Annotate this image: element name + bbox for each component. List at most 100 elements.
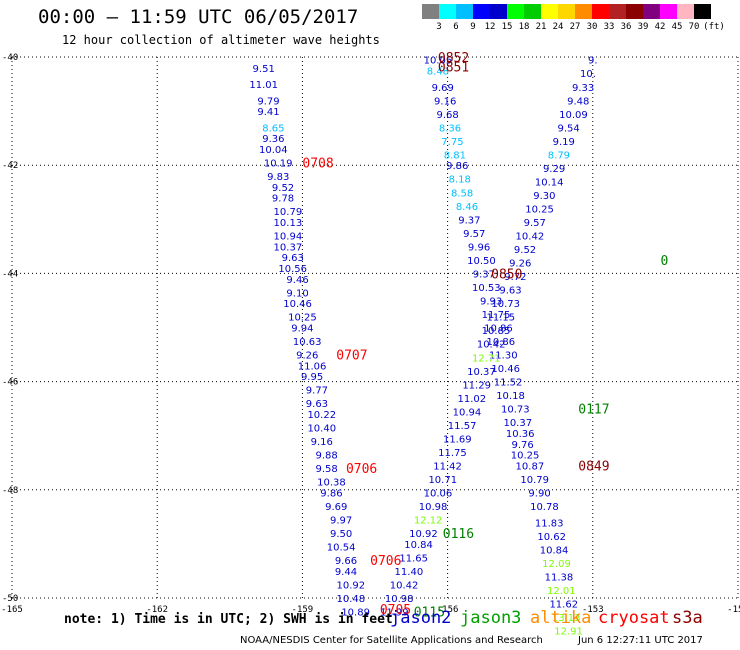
data-point-cryosat: 9.63 xyxy=(282,253,304,264)
data-point-cryosat: 11.06 xyxy=(298,361,327,372)
data-point-jason3-ascending: 12.12 xyxy=(414,516,443,527)
data-point-cryosat: 9.36 xyxy=(262,134,284,145)
data-point-cryosat: 10.92 xyxy=(336,580,365,591)
legend-label: 12 xyxy=(484,22,496,32)
x-tick-label: -153 xyxy=(582,605,604,615)
data-point-jason3-ascending: 10.42 xyxy=(477,340,506,351)
data-point-jason3-ascending: 9.30 xyxy=(533,191,555,202)
legend-swatch xyxy=(456,4,473,19)
legend-label: 42 xyxy=(654,22,666,32)
generated-timestamp: Jun 6 12:27:11 UTC 2017 xyxy=(578,635,703,646)
time-label: 0117 xyxy=(578,403,609,418)
data-point-s3a-descending: 13.13 xyxy=(552,613,581,624)
data-point-cryosat: 9.66 xyxy=(335,556,357,567)
time-label: 0705 xyxy=(380,603,411,618)
data-point-cryosat: 9.46 xyxy=(286,275,308,286)
data-point-jason3-ascending: 10.14 xyxy=(535,177,564,188)
legend-swatch xyxy=(626,4,643,19)
time-label: 0706 xyxy=(346,462,377,477)
data-point-jason3-ascending: 10.42 xyxy=(390,580,419,591)
legend-label: 9 xyxy=(470,22,476,32)
footer-note: note: 1) Time is in UTC; 2) SWH is in fe… xyxy=(64,612,393,627)
y-tick-label: -42 xyxy=(2,161,18,171)
legend-label: 45 xyxy=(671,22,683,32)
y-tick-label: -48 xyxy=(2,486,18,496)
legend-label: 30 xyxy=(586,22,598,32)
data-point-s3a-descending: 10.05 xyxy=(424,56,453,67)
data-point-jason3-ascending: 9.54 xyxy=(557,123,579,134)
legend-swatch xyxy=(490,4,507,19)
data-point-s3a-descending: 11.52 xyxy=(494,378,523,389)
data-point-s3a-descending: 10.18 xyxy=(496,391,525,402)
data-point-cryosat: 9.83 xyxy=(267,172,289,183)
sat-jason3: jason3 xyxy=(460,608,522,628)
data-point-jason3-ascending: 10.37 xyxy=(467,367,496,378)
data-point-cryosat: 10.48 xyxy=(336,594,365,605)
x-tick-label: -159 xyxy=(292,605,314,615)
legend-label: 15 xyxy=(501,22,513,32)
data-point-jason3-ascending: 9.57 xyxy=(524,218,546,229)
credit-text: NOAA/NESDIS Center for Satellite Applica… xyxy=(240,635,543,646)
data-point-cryosat: 10.13 xyxy=(274,218,303,229)
legend-label: 21 xyxy=(535,22,547,32)
data-point-s3a-descending: 9.57 xyxy=(463,229,485,240)
data-point-s3a-descending: 9.86 xyxy=(446,161,468,172)
data-point-jason3-ascending: 10.71 xyxy=(428,475,457,486)
data-point-s3a-descending: 7.75 xyxy=(441,137,463,148)
legend-swatch xyxy=(473,4,490,19)
data-point-s3a-descending: 9.90 xyxy=(528,489,550,500)
data-point-s3a-descending: 11.75 xyxy=(482,310,511,321)
data-point-jason3-ascending: 10.25 xyxy=(525,204,554,215)
data-point-s3a-descending: 10.37 xyxy=(503,418,532,429)
data-point-jason3-ascending: 9. xyxy=(588,56,598,67)
data-point-cryosat: 11.01 xyxy=(249,80,278,91)
data-point-jason3-ascending: 9.29 xyxy=(543,164,565,175)
data-point-jason3-ascending: 9.19 xyxy=(553,137,575,148)
data-point-cryosat: 10.79 xyxy=(274,207,303,218)
data-point-jason3-ascending: 11.99 xyxy=(380,608,409,619)
data-point-cryosat: 10.19 xyxy=(264,158,293,169)
data-point-jason3-ascending: 8.79 xyxy=(548,150,570,161)
data-point-cryosat: 9.69 xyxy=(325,502,347,513)
legend-swatch xyxy=(524,4,541,19)
data-point-cryosat: 9.41 xyxy=(257,107,279,118)
data-point-cryosat: 10.37 xyxy=(274,242,303,253)
data-point-jason3-ascending: 10.92 xyxy=(409,529,438,540)
data-point-s3a-descending: 8.81 xyxy=(444,150,466,161)
data-point-cryosat: 9.58 xyxy=(315,464,337,475)
time-label: 0706 xyxy=(370,554,401,569)
data-point-jason3-ascending: 11.15 xyxy=(487,313,516,324)
data-point-s3a-descending: 10.86 xyxy=(484,324,513,335)
data-point-s3a-descending: 9.93 xyxy=(480,296,502,307)
time-label: 0850 xyxy=(491,267,522,282)
legend-label: 3 xyxy=(436,22,442,32)
data-point-jason3-ascending: 11.65 xyxy=(399,553,428,564)
sat-cryosat: cryosat xyxy=(598,608,670,628)
x-tick-label: -150 xyxy=(727,605,740,615)
legend-swatch xyxy=(609,4,626,19)
data-point-s3a-descending: 12.09 xyxy=(542,559,571,570)
legend-label: 6 xyxy=(453,22,459,32)
data-point-s3a-descending: 8.18 xyxy=(449,175,471,186)
legend-swatch xyxy=(541,4,558,19)
time-label: 0116 xyxy=(443,527,474,542)
data-point-jason3-ascending: 11.57 xyxy=(448,421,477,432)
legend-swatch xyxy=(507,4,524,19)
data-point-s3a-descending: 11.62 xyxy=(549,599,578,610)
data-point-jason3-ascending: 10.98 xyxy=(385,594,414,605)
data-point-s3a-descending: 10.62 xyxy=(537,532,566,543)
time-label: 0851 xyxy=(438,61,469,76)
data-point-s3a-descending: 9.37 xyxy=(458,215,480,226)
data-point-cryosat: 10.40 xyxy=(307,424,336,435)
legend-swatch xyxy=(660,4,677,19)
data-point-s3a-descending: 10.86 xyxy=(487,337,516,348)
time-label: 0 xyxy=(661,254,669,269)
data-point-jason3-ascending: 10.84 xyxy=(404,540,433,551)
sat-jason2: jason2 xyxy=(390,608,452,628)
data-point-s3a-descending: 9.37 xyxy=(473,269,495,280)
x-tick-label: -165 xyxy=(1,605,23,615)
data-point-cryosat: 8.65 xyxy=(262,123,284,134)
legend-swatch xyxy=(422,4,439,19)
